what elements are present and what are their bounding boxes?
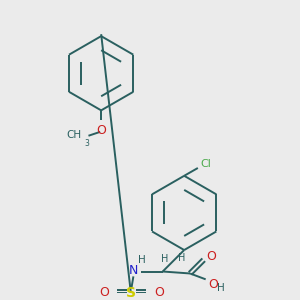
Text: O: O xyxy=(154,286,164,298)
Text: Cl: Cl xyxy=(201,159,212,169)
Text: S: S xyxy=(126,286,136,300)
Text: H: H xyxy=(178,253,186,263)
Text: H: H xyxy=(161,254,168,264)
Text: N: N xyxy=(129,264,138,277)
Text: O: O xyxy=(208,278,218,291)
Text: H: H xyxy=(138,255,146,265)
Text: 3: 3 xyxy=(85,139,89,148)
Text: O: O xyxy=(99,286,109,298)
Text: O: O xyxy=(207,250,217,263)
Text: H: H xyxy=(218,283,225,293)
Text: CH: CH xyxy=(67,130,82,140)
Text: O: O xyxy=(96,124,106,137)
